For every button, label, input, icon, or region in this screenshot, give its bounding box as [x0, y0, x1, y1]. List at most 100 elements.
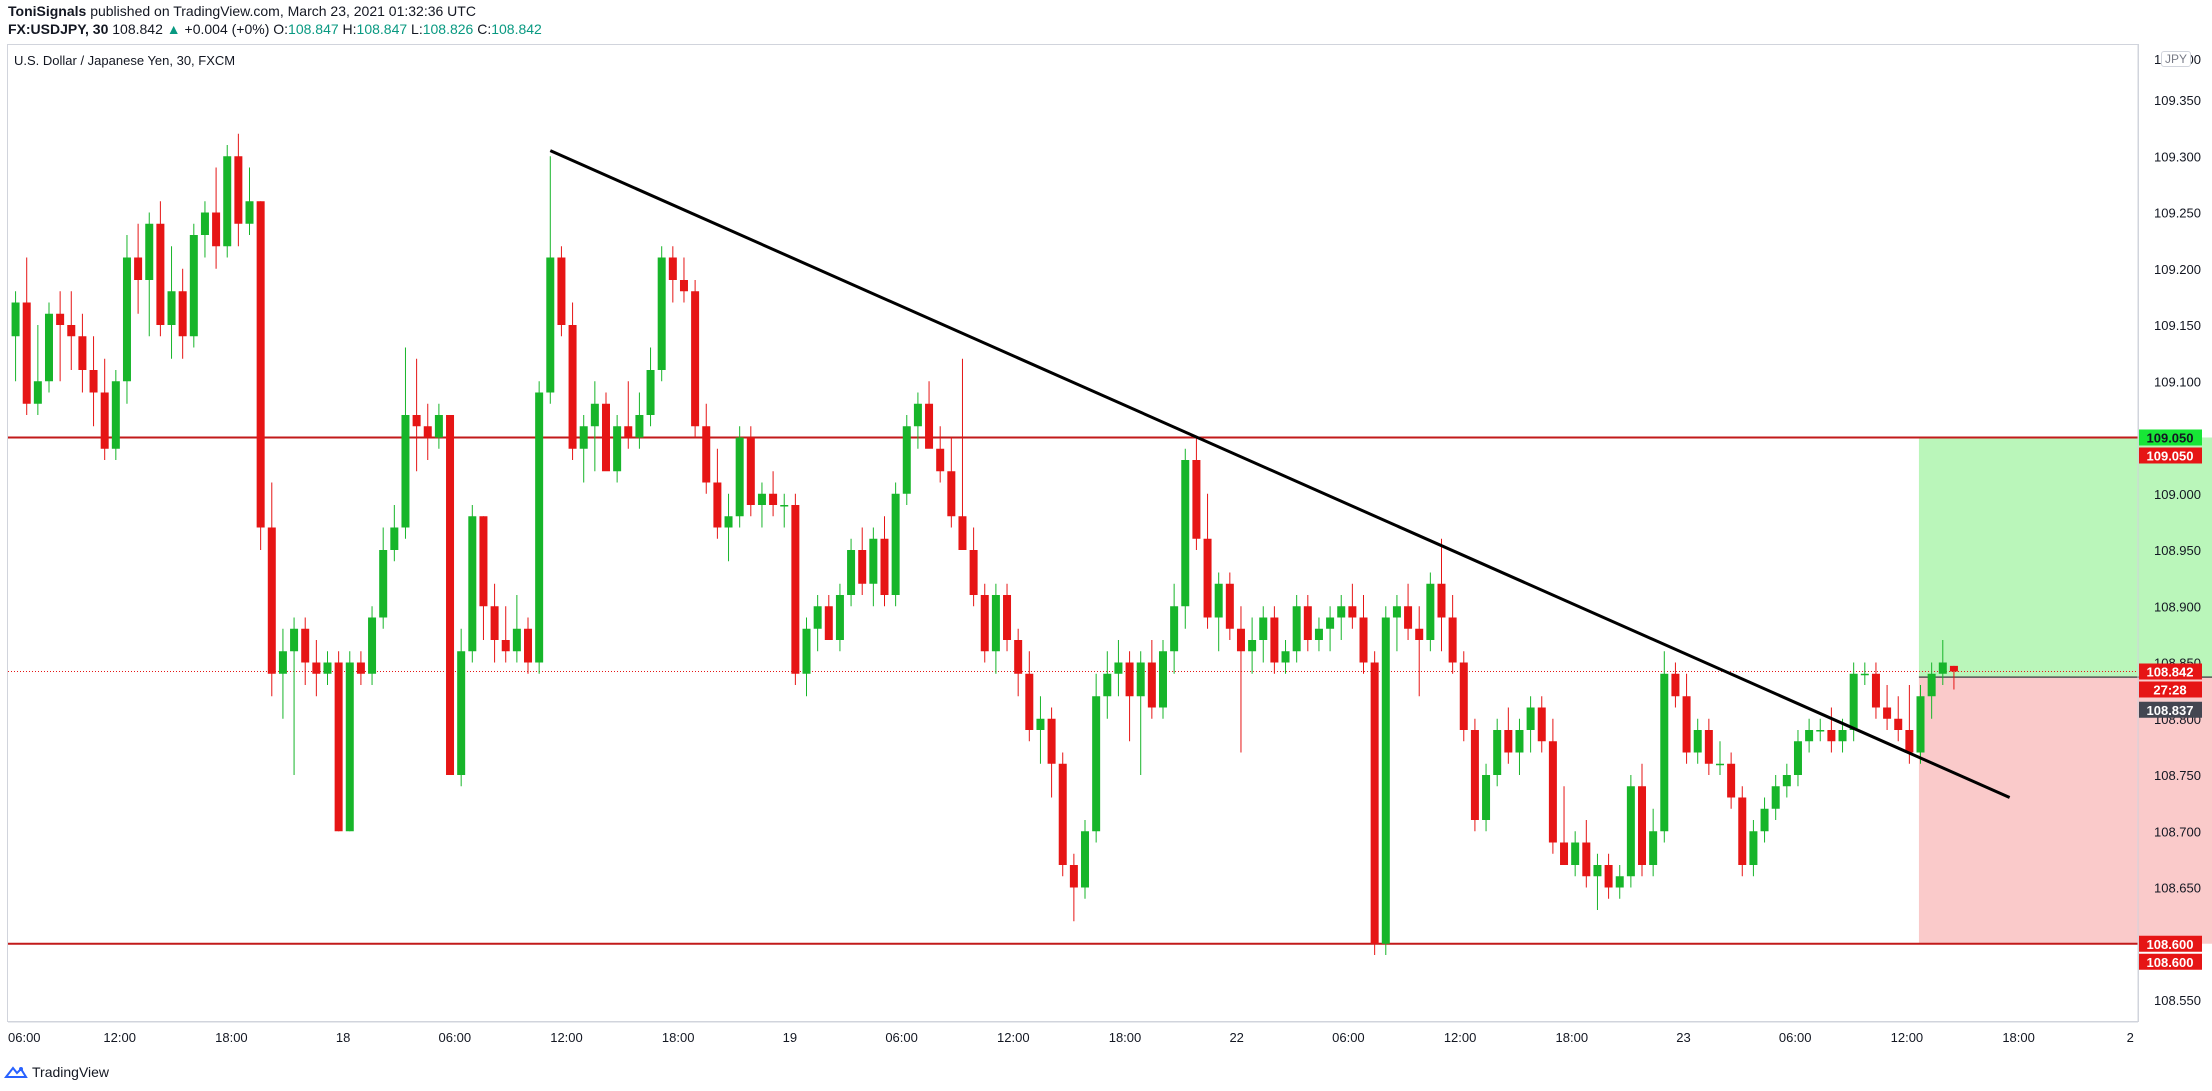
candle: [1404, 583, 1413, 640]
candle-body: [713, 482, 722, 528]
candle: [668, 246, 677, 303]
candle-body: [1738, 797, 1747, 865]
candle-body: [1292, 606, 1301, 652]
candle-body: [1548, 741, 1557, 843]
candle: [891, 482, 900, 607]
candle: [557, 246, 566, 337]
candle-body: [1014, 640, 1023, 674]
price-label-bg: [2139, 447, 2202, 464]
time-tick-label: 18:00: [1556, 1030, 1589, 1045]
candle-body: [1426, 583, 1435, 640]
price-label-bg: [2139, 663, 2202, 680]
candle: [11, 291, 20, 382]
candle: [212, 167, 221, 269]
price-tick-label: 108.750: [2154, 768, 2201, 783]
candle: [1448, 595, 1457, 674]
candle-body: [1704, 730, 1713, 764]
price-label-text: 108.600: [2147, 937, 2194, 952]
candle: [1281, 640, 1290, 674]
candle: [1571, 831, 1580, 877]
candle-body: [301, 628, 310, 663]
candle-body: [457, 651, 466, 775]
candle-body: [1359, 617, 1368, 663]
candle: [78, 313, 87, 393]
time-tick-label: 19: [783, 1030, 797, 1045]
candle-body: [390, 527, 399, 550]
candle: [913, 392, 922, 449]
candle: [1615, 865, 1624, 899]
candle-body: [657, 257, 666, 370]
candle-body: [223, 156, 232, 247]
candle-body: [546, 257, 555, 393]
open-value: 108.847: [288, 21, 339, 37]
candle-body: [813, 606, 822, 629]
candle-body: [746, 437, 755, 505]
candle: [757, 482, 766, 528]
candle: [1459, 651, 1468, 742]
candle: [1548, 718, 1557, 854]
candle-body: [858, 550, 867, 584]
candle-body: [1860, 673, 1869, 676]
candle: [524, 617, 533, 674]
candle: [1292, 595, 1301, 663]
candle-body: [256, 201, 265, 528]
candle-body: [902, 426, 911, 494]
candle-body: [1771, 786, 1780, 809]
candle-body: [1582, 842, 1591, 877]
candle: [780, 493, 789, 528]
candle-body: [1259, 617, 1268, 640]
time-tick-label: 2: [2127, 1030, 2134, 1045]
price-label-bg: [2139, 701, 2202, 718]
candle: [601, 392, 610, 472]
time-tick-label: 18:00: [215, 1030, 248, 1045]
price-chart[interactable]: 109.350 109.300 109.250 109.200 109.150 109.1…: [0, 0, 2212, 1060]
price-label-text: 109.050: [2147, 431, 2194, 446]
candle: [535, 381, 544, 674]
candle-body: [535, 392, 544, 663]
price-labels: 109.050 109.050 108.842 27:28 108.837 108.600…: [2139, 429, 2202, 970]
candle: [390, 505, 399, 562]
high-value: 108.847: [356, 21, 408, 37]
candle: [1248, 617, 1257, 674]
candle: [67, 291, 76, 370]
candle-body: [1236, 628, 1245, 652]
price-tick-label: 108.900: [2154, 599, 2201, 614]
candle-body: [936, 448, 945, 472]
candle-body: [1147, 662, 1156, 708]
candle-body: [724, 516, 733, 528]
candle: [546, 156, 555, 404]
time-tick-label: 12:00: [550, 1030, 583, 1045]
author-name[interactable]: ToniSignals: [8, 3, 87, 19]
candle: [434, 403, 443, 449]
candle: [200, 201, 209, 258]
candle-body: [1660, 673, 1669, 832]
candle: [479, 516, 488, 640]
price-label-text: 109.050: [2147, 449, 2194, 464]
candle: [145, 212, 154, 337]
candle-body: [67, 325, 76, 337]
candle: [646, 347, 655, 427]
candle: [1225, 572, 1234, 640]
currency-tag[interactable]: JPY: [2161, 51, 2192, 67]
candle-body: [679, 280, 688, 292]
candle: [1359, 595, 1368, 674]
price-label-text: 27:28: [2153, 683, 2186, 698]
candle: [111, 370, 120, 460]
candle-body: [1604, 865, 1613, 888]
candle: [33, 325, 42, 415]
tradingview-brand[interactable]: TradingView: [4, 1062, 109, 1082]
candle: [1025, 651, 1034, 742]
candle: [1103, 651, 1112, 719]
candle-body: [1003, 595, 1012, 640]
candle-body: [1203, 538, 1212, 618]
candle-body: [1281, 651, 1290, 663]
time-axis: 06:00 12:00 18:00 18 06:00 12:00 18:00 19 06:00 1…: [8, 1021, 2138, 1045]
candle-body: [646, 370, 655, 415]
candle: [1515, 718, 1524, 775]
low-value: 108.826: [422, 21, 474, 37]
change-value: +0.004 (+0%): [184, 21, 270, 37]
candle: [89, 336, 98, 427]
target-zone: [1918, 437, 2212, 678]
candle-body: [1760, 808, 1769, 832]
candle: [290, 617, 299, 775]
